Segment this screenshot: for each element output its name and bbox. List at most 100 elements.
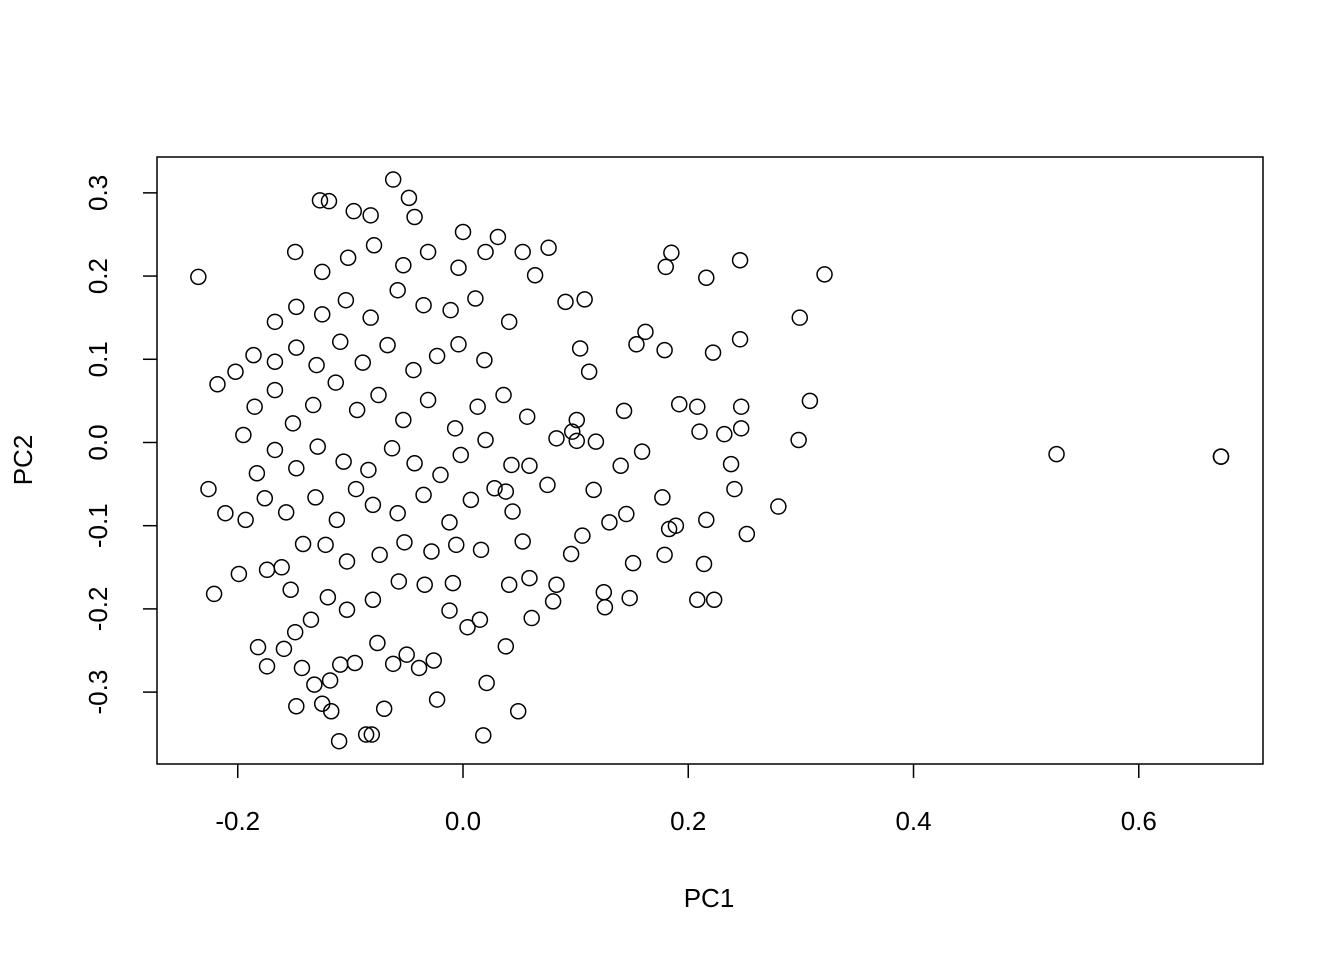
point — [384, 171, 402, 188]
point — [548, 430, 565, 447]
x-tick-label: -0.2 — [215, 806, 260, 836]
point — [663, 244, 680, 262]
point — [705, 591, 723, 608]
point — [379, 336, 396, 354]
point — [302, 611, 320, 628]
point — [656, 546, 673, 564]
point — [500, 576, 518, 594]
point — [518, 408, 536, 425]
point — [375, 700, 393, 718]
point — [691, 423, 708, 440]
point — [732, 398, 750, 415]
point — [266, 381, 284, 399]
point — [770, 498, 787, 515]
y-tick-label: -0.1 — [83, 503, 113, 548]
point — [389, 281, 406, 299]
y-axis-label: PC2 — [8, 435, 38, 486]
point — [293, 659, 311, 677]
point — [495, 386, 512, 404]
point — [656, 341, 673, 359]
point — [331, 333, 349, 351]
point — [504, 503, 521, 520]
point — [441, 602, 458, 619]
y-tick-label: 0.1 — [83, 341, 113, 377]
point — [576, 291, 593, 308]
point — [311, 192, 329, 209]
point — [698, 269, 715, 286]
point — [624, 554, 642, 572]
point — [337, 291, 355, 309]
point — [689, 398, 706, 415]
point — [1048, 445, 1065, 463]
x-tick-label: 0.4 — [895, 806, 931, 836]
point — [249, 638, 267, 656]
point — [237, 511, 254, 529]
point — [489, 228, 507, 246]
point — [313, 263, 331, 281]
point — [288, 698, 305, 715]
point — [363, 726, 381, 743]
point — [497, 483, 515, 500]
point — [384, 655, 402, 673]
point — [580, 363, 598, 381]
point — [596, 598, 614, 616]
point — [444, 574, 462, 592]
point — [362, 309, 379, 326]
point — [587, 433, 605, 450]
point — [521, 569, 538, 587]
point — [450, 259, 467, 276]
point — [322, 702, 340, 720]
point — [452, 446, 470, 464]
point — [716, 425, 733, 443]
point — [190, 268, 207, 286]
point — [330, 732, 348, 750]
point — [448, 536, 465, 554]
point — [335, 453, 352, 470]
point — [320, 192, 338, 210]
point — [406, 455, 423, 472]
point — [416, 576, 433, 594]
point — [540, 239, 557, 257]
point — [288, 339, 305, 356]
point — [731, 331, 749, 348]
point — [637, 323, 654, 341]
point — [398, 646, 415, 663]
point — [731, 252, 749, 269]
point — [667, 517, 685, 534]
point — [288, 460, 305, 477]
point — [544, 593, 562, 610]
point — [284, 415, 302, 432]
point — [396, 534, 413, 551]
point — [306, 676, 323, 693]
point — [671, 395, 688, 413]
point — [601, 514, 618, 531]
point — [428, 347, 446, 365]
point — [574, 527, 591, 544]
point — [441, 514, 458, 531]
point — [245, 346, 262, 364]
point — [364, 496, 382, 514]
point — [309, 438, 326, 455]
point — [503, 456, 520, 474]
point — [230, 565, 248, 583]
point — [618, 505, 635, 523]
point — [562, 545, 580, 563]
point — [595, 584, 613, 601]
point — [477, 431, 494, 449]
point — [432, 466, 449, 484]
point — [689, 591, 706, 608]
point — [339, 249, 357, 267]
point — [369, 634, 386, 652]
x-tick-label: 0.0 — [445, 806, 481, 836]
point — [497, 638, 515, 655]
point — [450, 336, 467, 353]
y-tick-label: -0.3 — [83, 670, 113, 715]
point — [258, 561, 276, 579]
point — [704, 344, 722, 361]
point — [383, 440, 401, 457]
point — [266, 353, 284, 371]
point — [338, 553, 356, 570]
point — [308, 356, 325, 374]
point — [423, 543, 440, 560]
point — [446, 420, 464, 437]
